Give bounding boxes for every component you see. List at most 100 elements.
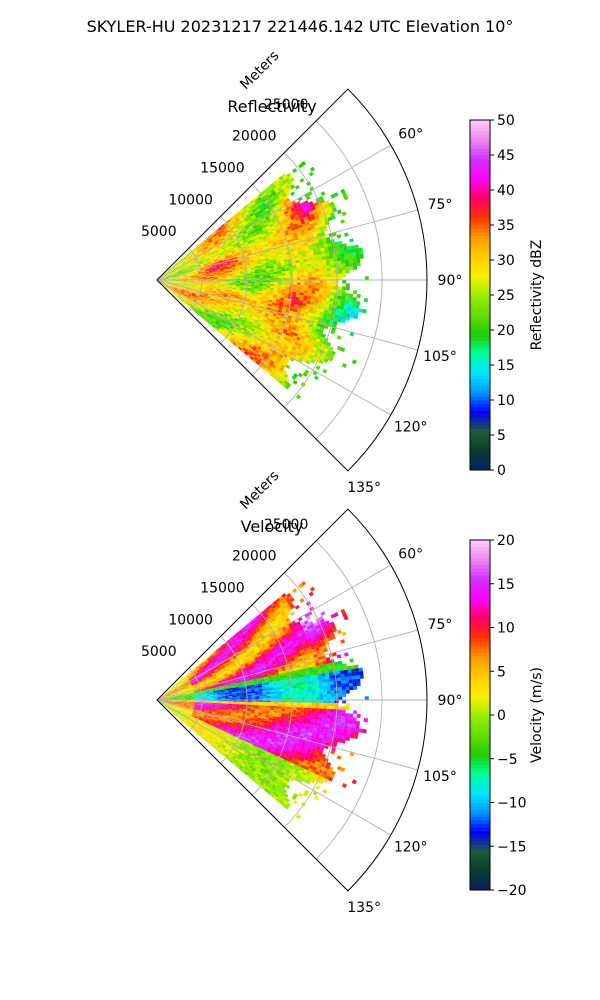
range-gate [266,287,271,290]
range-gate [323,280,328,284]
range-gate [261,196,266,201]
azimuth-tick-label: 135° [347,480,381,496]
range-gate [194,274,199,276]
range-gate [267,240,273,244]
range-gate [254,212,259,217]
range-gate [240,219,245,224]
colorbar-swatch [470,372,490,376]
colorbar-swatch [470,400,490,404]
range-gate [262,191,268,197]
range-gate [252,231,257,236]
colorbar-swatch [470,354,490,359]
range-gate [274,188,280,194]
range-gate [288,182,294,187]
range-gate [284,266,289,269]
range-gate [265,311,270,315]
range-gate [198,281,203,283]
range-gate [247,216,253,221]
colorbar-swatch [470,281,490,285]
range-gate [304,277,309,281]
range-gate [328,249,333,253]
range-gate [265,195,271,201]
range-gate [201,268,205,270]
range-gate [205,269,210,272]
range-gate [253,258,258,262]
range-gate [292,275,297,278]
range-gate [263,221,269,226]
range-gate [183,276,188,278]
range-gate [175,276,180,278]
range-gate [265,262,270,265]
range-gate [283,254,288,258]
range-gate [276,191,282,196]
range-gate [179,284,184,286]
range-gate [166,271,170,274]
range-gate [164,278,169,280]
range-gate [258,274,263,277]
range-gate [256,257,262,261]
range-gate [253,217,258,222]
range-gate [335,244,340,249]
range-gate [262,268,267,271]
range-gate [233,215,238,220]
range-gate [292,272,297,276]
range-gate [253,297,258,300]
range-gate [248,241,253,245]
range-gate [190,275,195,277]
colorbar-swatch [470,228,490,233]
range-gate [341,296,346,300]
range-gate [328,307,333,312]
range-gate [303,266,308,270]
range-gate [217,272,222,274]
range-gate [341,316,347,321]
range-gate [168,267,172,271]
range-gate [238,230,244,235]
range-gate [160,275,164,278]
range-gate [348,259,353,264]
range-gate [175,282,180,284]
range-gate [223,234,228,238]
range-gate [179,277,184,279]
range-gate [238,295,243,299]
range-gate [315,328,320,333]
range-gate [197,288,202,291]
range-gate [288,211,294,216]
colorbar-swatch [470,403,490,408]
range-gate [290,191,295,196]
range-gate [325,300,330,305]
range-gate [213,255,218,259]
colorbar-swatch [470,158,490,163]
range-gate [209,248,214,252]
range-gate [277,180,283,185]
range-gate [271,211,277,216]
range-gate [253,311,258,315]
range-gate [213,276,218,279]
range-gate [307,227,312,232]
range-gate [245,220,251,224]
range-gate [267,229,272,233]
range-gate [286,200,292,205]
range-gate [182,287,187,290]
range-gate [352,297,357,302]
range-gate [222,249,227,252]
range-gate [225,237,230,241]
range-gate [292,265,297,269]
range-gate [302,256,307,260]
range-gate [204,255,209,259]
range-gate [238,209,243,214]
range-gate [178,263,183,266]
range-gate [251,271,256,274]
range-gate [228,270,233,273]
range-gate [258,265,263,268]
range-gate [289,282,294,285]
range-gate [201,268,206,271]
range-gate [317,223,323,228]
range-gate [277,269,282,272]
range-gate [213,248,218,251]
range-gate [255,200,260,206]
range-gate [334,314,339,319]
range-gate [246,236,251,241]
range-gate [317,302,322,307]
range-gate [293,277,297,281]
range-gate [303,200,309,205]
